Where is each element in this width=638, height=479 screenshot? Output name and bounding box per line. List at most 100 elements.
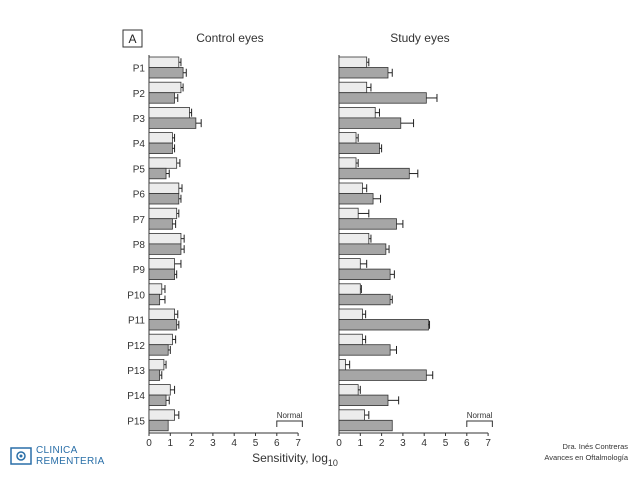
data-bar [148,232,182,245]
logo-text: CLINICA REMENTERIA [36,445,105,467]
data-bar [338,92,427,104]
data-bar [338,182,363,194]
normal-range-label: Normal [467,411,493,420]
data-bar [148,157,178,169]
data-bar [148,167,167,180]
data-bar [338,243,387,255]
data-bar [148,92,175,104]
footer-credit: Dra. Inés Contreras Avances en Oftalmolo… [544,441,628,463]
category-label: P15 [127,416,145,427]
data-bar [338,358,346,371]
category-label: P10 [127,290,145,301]
data-bar [148,193,180,205]
data-bar [338,107,376,119]
data-bar [338,268,391,281]
data-bar [148,132,173,144]
category-label: P12 [127,341,145,352]
x-tick-label: 0 [336,438,342,449]
data-bar [148,67,184,79]
x-axis-label: Sensitivity, log10 [252,451,338,468]
x-tick-label: 4 [231,438,237,449]
clinic-logo: CLINICA REMENTERIA [10,445,105,467]
category-label: P4 [133,139,146,150]
data-bar [148,333,173,346]
data-bar [148,394,167,407]
eye-logo-icon [10,447,32,465]
data-bar [148,81,182,94]
data-bar [148,319,178,331]
x-tick-label: 2 [189,438,195,449]
data-bar [338,283,361,295]
data-bar [338,157,357,169]
x-tick-label: 5 [443,438,449,449]
data-bar [338,132,357,144]
category-label: P9 [133,265,146,276]
data-bar [148,182,180,194]
x-tick-label: 4 [421,438,427,449]
category-label: P14 [127,391,145,402]
category-label: P6 [133,190,146,201]
data-bar [148,107,190,119]
x-tick-label: 6 [464,438,470,449]
data-bar [148,283,163,295]
x-tick-label: 3 [400,438,406,449]
normal-range-label: Normal [277,411,303,420]
data-bar [148,369,161,381]
data-bar [338,333,363,346]
logo-line-2: REMENTERIA [36,456,105,467]
normal-range-bracket [466,420,493,427]
data-bar [148,268,175,281]
x-tick-label: 7 [295,438,301,449]
panel-label: A [128,32,136,46]
data-bar [148,218,173,230]
data-bar [148,384,171,396]
data-bar [338,232,370,245]
data-bar [148,243,182,255]
data-bar [148,409,175,421]
data-bar [148,207,178,220]
data-bar [338,207,359,220]
category-label: P7 [133,215,146,226]
x-tick-label: 2 [379,438,385,449]
data-bar [148,308,175,320]
category-label: P8 [133,240,146,251]
data-bar [148,142,173,155]
data-bar [338,293,391,306]
data-bar [338,308,363,320]
category-label: P1 [133,64,146,75]
data-bar [338,258,361,270]
x-tick-label: 5 [253,438,259,449]
data-bar [338,67,389,79]
data-bar [338,384,359,396]
data-bar [338,394,389,407]
presentation-subtitle: Avances en Oftalmología [544,453,628,462]
data-bar [148,344,169,356]
data-bar [338,344,391,356]
data-bar [338,409,365,421]
data-bar [148,293,161,306]
x-tick-label: 0 [146,438,152,449]
panel-title: Control eyes [196,31,263,45]
data-bar [338,193,374,205]
data-bar [148,258,175,270]
data-bar [338,419,393,432]
data-bar [148,419,169,432]
x-tick-label: 3 [210,438,216,449]
category-label: P2 [133,89,146,100]
panel-label-box [122,29,143,48]
author-name: Dra. Inés Contreras [562,442,628,451]
data-bar [338,369,427,381]
category-label: P13 [127,366,145,377]
data-bar [148,358,165,371]
logo-line-1: CLINICA [36,445,78,456]
x-tick-label: 1 [358,438,364,449]
data-bar [338,117,402,129]
data-bar [148,117,197,129]
data-bar [338,319,429,331]
category-label: P11 [128,316,145,327]
panel-title: Study eyes [390,31,449,45]
normal-range-bracket [276,420,303,427]
data-bar [338,81,368,94]
x-tick-label: 6 [274,438,280,449]
